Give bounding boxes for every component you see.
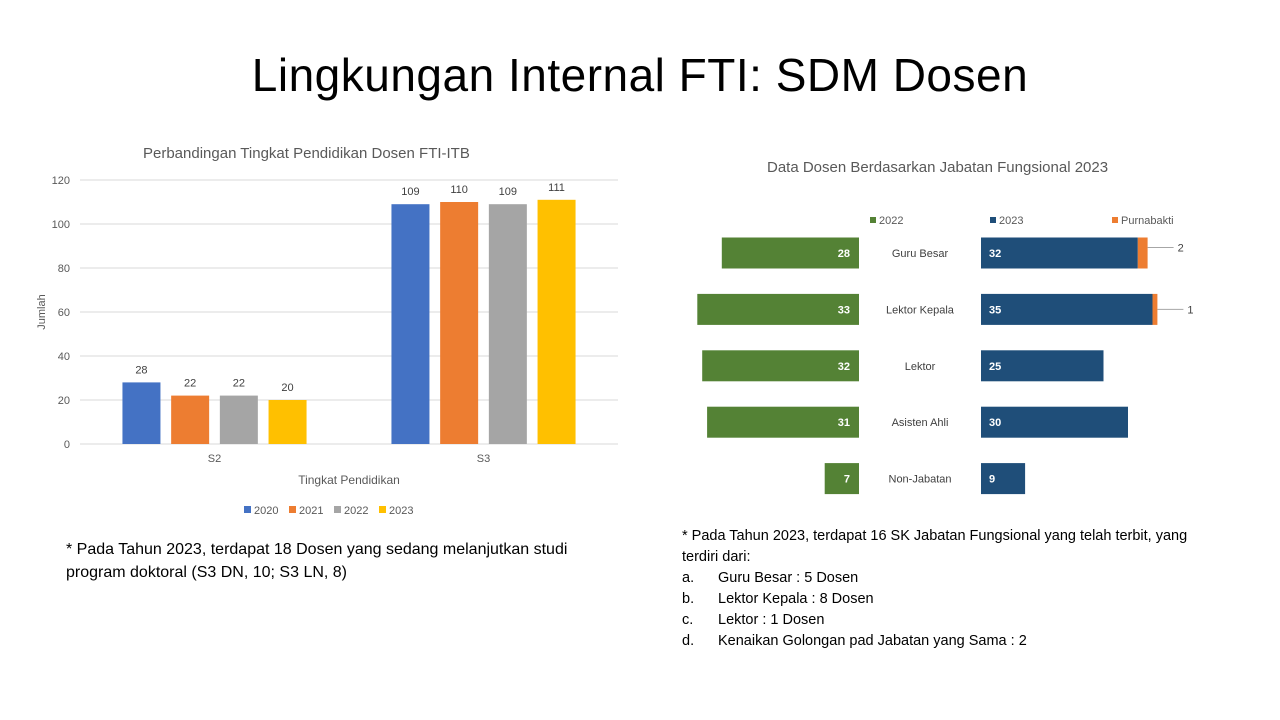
category-label: Lektor xyxy=(905,361,936,373)
list-item-label: c. xyxy=(682,612,694,628)
jabatan-butterfly-chart: 2022 2023 Purnabakti 28 Guru Besar 32 2 33 Lekto… xyxy=(697,215,1194,495)
y-tick-label: 20 xyxy=(58,395,70,407)
bar xyxy=(824,463,859,495)
bar xyxy=(122,382,161,444)
data-label: 32 xyxy=(989,248,1001,260)
y-tick-label: 120 xyxy=(52,175,70,187)
data-label: 22 xyxy=(184,378,196,390)
bar xyxy=(981,237,1138,269)
category-label: Guru Besar xyxy=(892,248,949,260)
x-tick-label: S2 xyxy=(208,453,221,465)
bar xyxy=(697,293,859,325)
bar xyxy=(981,350,1104,382)
data-label: 9 xyxy=(989,474,995,486)
sk-jabatan-intro: * Pada Tahun 2023, terdapat 16 SK Jabata… xyxy=(682,528,1188,565)
legend-label: 2023 xyxy=(389,505,413,517)
y-tick-label: 0 xyxy=(64,439,70,451)
data-label: 25 xyxy=(989,361,1001,373)
jabatan-chart-title: Data Dosen Berdasarkan Jabatan Fungsiona… xyxy=(767,159,1109,176)
legend-swatch xyxy=(870,217,876,223)
y-axis-title: Jumlah xyxy=(36,294,48,329)
list-item: d. Kenaikan Golongan pad Jabatan yang Sa… xyxy=(682,631,1222,652)
education-chart-title: Perbandingan Tingkat Pendidikan Dosen FT… xyxy=(143,145,470,162)
data-label: 28 xyxy=(838,248,850,260)
bar xyxy=(981,293,1153,325)
slide-title: Lingkungan Internal FTI: SDM Dosen xyxy=(251,49,1029,101)
bar xyxy=(171,395,210,444)
data-label: 109 xyxy=(499,186,517,198)
list-item: a. Guru Besar : 5 Dosen xyxy=(682,568,1222,589)
category-label: Asisten Ahli xyxy=(892,417,949,429)
list-item-label: d. xyxy=(682,633,695,649)
bar xyxy=(707,406,859,438)
legend-label: 2020 xyxy=(254,505,278,517)
legend-swatch xyxy=(244,506,251,513)
bar xyxy=(268,400,307,444)
bar xyxy=(981,463,1026,495)
data-label: 33 xyxy=(838,304,850,316)
category-label: Non-Jabatan xyxy=(889,474,952,486)
list-item-text: Lektor Kepala : 8 Dosen xyxy=(718,591,874,607)
category-label: Lektor Kepala xyxy=(886,304,955,316)
legend-label: 2022 xyxy=(879,215,903,227)
bar xyxy=(537,199,576,444)
data-label: 28 xyxy=(135,364,147,376)
bar xyxy=(219,395,258,444)
legend-label: Purnabakti xyxy=(1121,215,1174,227)
data-label: 22 xyxy=(233,378,245,390)
data-label: 110 xyxy=(450,184,468,196)
y-tick-label: 40 xyxy=(58,351,70,363)
x-axis-title: Tingkat Pendidikan xyxy=(298,473,400,487)
data-label: 7 xyxy=(844,474,850,486)
bar xyxy=(1137,237,1148,269)
sk-jabatan-note: * Pada Tahun 2023, terdapat 16 SK Jabata… xyxy=(682,526,1222,652)
list-item-label: a. xyxy=(682,570,695,586)
data-label: 32 xyxy=(838,361,850,373)
data-label: 35 xyxy=(989,304,1001,316)
list-item-label: b. xyxy=(682,591,695,607)
data-label: 2 xyxy=(1178,243,1184,255)
data-label: 30 xyxy=(989,417,1001,429)
x-tick-label: S3 xyxy=(477,453,490,465)
list-item: c. Lektor : 1 Dosen xyxy=(682,610,1222,631)
bar xyxy=(488,204,527,444)
education-bar-chart: 0 20 40 60 80 100 120 28 22 22 20 S2 109 110 109 111 S3 T… xyxy=(36,175,618,517)
legend-label: 2022 xyxy=(344,505,368,517)
legend-label: 2021 xyxy=(299,505,323,517)
data-label: 1 xyxy=(1187,304,1193,316)
list-item-text: Kenaikan Golongan pad Jabatan yang Sama … xyxy=(718,633,1027,649)
legend-swatch xyxy=(289,506,296,513)
data-label: 20 xyxy=(281,382,293,394)
legend-swatch xyxy=(990,217,996,223)
data-label: 111 xyxy=(548,182,565,194)
legend-swatch xyxy=(1112,217,1118,223)
y-tick-label: 60 xyxy=(58,307,70,319)
data-label: 31 xyxy=(838,417,850,429)
doctoral-study-note: * Pada Tahun 2023, terdapat 18 Dosen yan… xyxy=(66,541,568,581)
list-item: b. Lektor Kepala : 8 Dosen xyxy=(682,589,1222,610)
bar xyxy=(721,237,859,269)
bar xyxy=(981,406,1128,438)
y-tick-label: 100 xyxy=(52,219,70,231)
list-item-text: Lektor : 1 Dosen xyxy=(718,612,825,628)
bar xyxy=(1152,293,1158,325)
bar xyxy=(440,202,479,444)
list-item-text: Guru Besar : 5 Dosen xyxy=(718,570,859,586)
legend-swatch xyxy=(334,506,341,513)
data-label: 109 xyxy=(401,186,419,198)
bar xyxy=(391,204,430,444)
legend-swatch xyxy=(379,506,386,513)
y-tick-label: 80 xyxy=(58,263,70,275)
bar xyxy=(702,350,859,382)
legend-label: 2023 xyxy=(999,215,1023,227)
